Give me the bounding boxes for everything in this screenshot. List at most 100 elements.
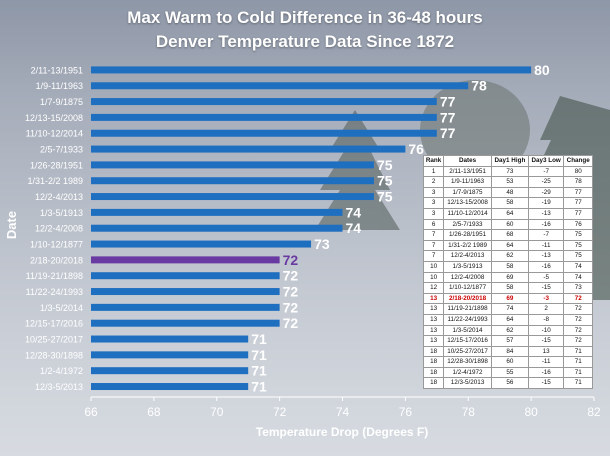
table-header-cell: Change — [563, 155, 593, 167]
table-cell: 2 — [527, 303, 565, 315]
data-label: 78 — [471, 78, 487, 94]
table-cell: 77 — [563, 207, 593, 220]
table-row: 18 1/2-4/1972 55 -16 71 — [422, 366, 593, 379]
y-tick-label: 2/18-20/2018 — [30, 255, 83, 265]
table-header-row: Rank Dates Day1 High Day3 Low Change — [422, 155, 593, 167]
data-label: 77 — [440, 94, 456, 110]
table-cell: 72 — [563, 313, 593, 326]
bar — [91, 256, 280, 264]
bar — [91, 82, 469, 90]
table-cell: -13 — [527, 250, 565, 262]
bar — [91, 113, 437, 121]
x-tick-label: 66 — [84, 405, 98, 419]
x-tick-label: 76 — [399, 405, 413, 419]
table-cell: 13 — [422, 313, 445, 326]
table-cell: 13 — [422, 324, 445, 337]
table-cell: 72 — [563, 335, 593, 347]
y-tick-label: 1/9-11/1963 — [36, 81, 83, 91]
table-cell: 1/9-11/1963 — [443, 176, 492, 188]
table-row: 2 1/9-11/1963 53 -25 78 — [422, 176, 593, 188]
table-row: 3 12/13-15/2008 58 -19 77 — [422, 197, 593, 209]
y-tick-label: 2/11-13/1951 — [31, 65, 83, 75]
table-cell: 12/13-15/2008 — [443, 197, 492, 209]
x-tick-label: 70 — [210, 405, 224, 419]
data-label: 72 — [283, 268, 299, 284]
table-cell: 62 — [490, 324, 529, 337]
table-cell: 13 — [527, 345, 565, 358]
bar — [91, 272, 280, 280]
table-row: 7 12/2-4/2013 62 -13 75 — [422, 250, 593, 262]
data-label: 72 — [283, 299, 299, 315]
table-cell: 58 — [490, 260, 529, 273]
y-tick-label: 1/2-4/1972 — [40, 366, 83, 376]
table-cell: -25 — [527, 176, 565, 188]
table-cell: 78 — [563, 176, 593, 188]
value-labels: 8078777777767575757474737272727272717171… — [251, 62, 550, 395]
table-cell: 11/10-12/2014 — [443, 207, 492, 220]
table-cell: 76 — [563, 218, 593, 231]
table-row: 13 12/15-17/2016 57 -15 72 — [422, 335, 593, 347]
table-cell: -16 — [527, 366, 565, 379]
x-tick-label: 74 — [336, 405, 350, 419]
y-tick-label: 1/3-5/2014 — [40, 303, 83, 313]
table-cell: -13 — [527, 207, 565, 220]
table-cell: 18 — [422, 366, 445, 379]
data-label: 80 — [534, 62, 550, 78]
table-cell: 1/31-2/2 1989 — [443, 239, 492, 252]
bar — [91, 383, 249, 391]
table-cell: 11/19-21/1898 — [443, 303, 492, 315]
table-cell: 74 — [563, 260, 593, 273]
table-cell: 2/11-13/1951 — [443, 165, 492, 178]
table-cell: 62 — [490, 250, 529, 262]
y-tick-label: 12/2-4/2013 — [35, 192, 83, 202]
bar — [91, 145, 406, 153]
data-label: 75 — [377, 173, 393, 189]
table-cell: 12/28-30/1898 — [443, 356, 492, 368]
data-label: 71 — [251, 347, 267, 363]
table-row: 13 2/18-20/2018 69 -3 72 — [422, 292, 593, 305]
table-row: 6 2/5-7/1933 60 -16 76 — [422, 218, 593, 231]
data-label: 71 — [251, 331, 267, 347]
table-cell: 1/10-12/1877 — [443, 282, 492, 294]
table-cell: 72 — [563, 303, 593, 315]
bar — [91, 351, 249, 359]
table-cell: 13 — [422, 303, 445, 315]
table-cell: 60 — [490, 218, 529, 231]
table-cell: 13 — [422, 335, 445, 347]
bar — [91, 98, 437, 106]
table-body: 1 2/11-13/1951 73 -7 80 2 1/9-11/1963 53 -25 78 3 1… — [422, 165, 593, 390]
bar — [91, 367, 249, 375]
x-tick-label: 78 — [462, 405, 476, 419]
bar — [91, 335, 249, 343]
table-cell: -15 — [527, 282, 565, 294]
table-cell: 3 — [422, 186, 445, 199]
table-header-cell: Day1 High — [490, 155, 529, 167]
data-label: 74 — [346, 220, 362, 236]
y-tick-label: 12/15-17/2016 — [25, 319, 83, 329]
table-cell: 75 — [563, 250, 593, 262]
data-label: 77 — [440, 125, 456, 141]
table-cell: 10/25-27/2017 — [443, 345, 492, 358]
x-tick-label: 72 — [273, 405, 287, 419]
table-row: 1 2/11-13/1951 73 -7 80 — [422, 165, 593, 178]
bar — [91, 240, 312, 248]
table-row: 7 1/26-28/1951 68 -7 75 — [422, 229, 593, 241]
table-row: 13 11/22-24/1993 64 -8 72 — [422, 313, 593, 326]
table-cell: 10 — [422, 260, 445, 273]
table-cell: 75 — [563, 229, 593, 241]
chart-subtitle: Denver Temperature Data Since 1872 — [155, 32, 455, 51]
table-cell: 3 — [422, 207, 445, 220]
table-header-cell: Rank — [422, 155, 445, 167]
bar — [91, 288, 280, 296]
table-cell: 12 — [422, 282, 445, 294]
table-cell: 71 — [563, 377, 593, 390]
table-cell: 56 — [490, 377, 529, 390]
y-tick-label: 12/13-15/2008 — [25, 113, 83, 123]
table-cell: 64 — [490, 207, 529, 220]
table-cell: 3 — [422, 197, 445, 209]
chart-title: Max Warm to Cold Difference in 36-48 hou… — [127, 8, 483, 27]
x-tick-label: 68 — [147, 405, 161, 419]
table-cell: -15 — [527, 377, 565, 390]
table-cell: 13 — [422, 292, 445, 305]
table-row: 10 1/3-5/1913 58 -16 74 — [422, 260, 593, 273]
